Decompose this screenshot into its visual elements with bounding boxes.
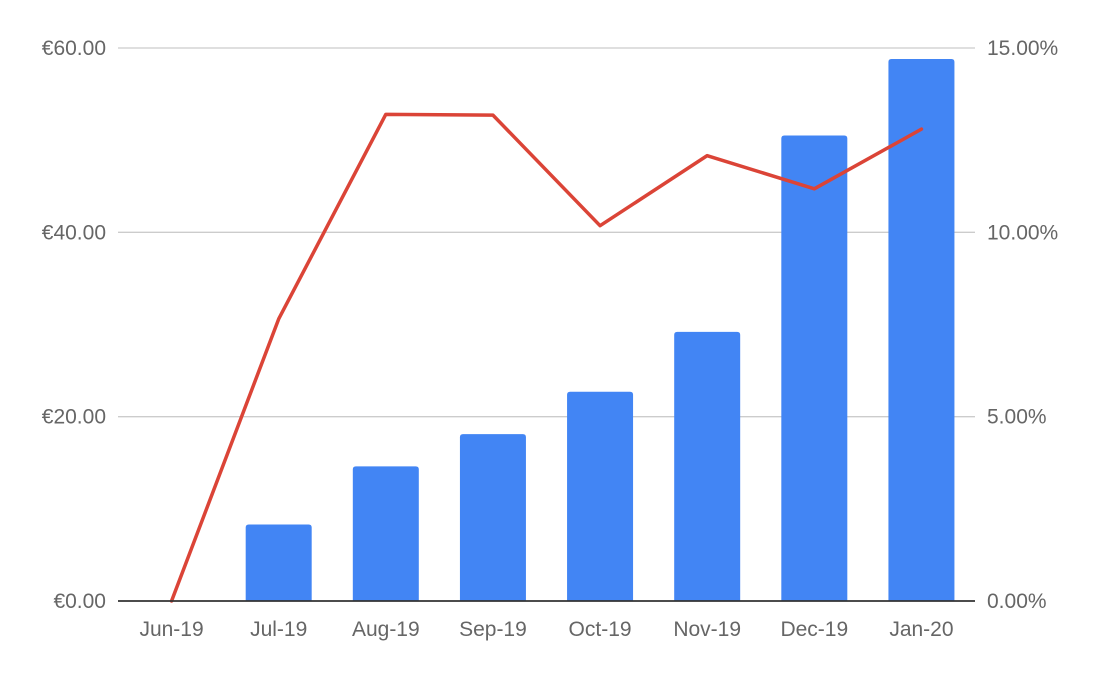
bar-dec-19 (781, 135, 848, 601)
right-axis-tick-label: 10.00% (987, 221, 1058, 244)
left-axis-tick-label: €40.00 (42, 221, 106, 244)
x-axis-tick-label: Jul-19 (250, 618, 307, 641)
bar-oct-19 (567, 391, 634, 601)
line-series (169, 112, 924, 603)
right-axis-tick-label: 15.00% (987, 37, 1058, 60)
bar-jul-19 (245, 524, 312, 601)
left-axis-tick-label: €60.00 (42, 37, 106, 60)
line-series-path (169, 112, 924, 603)
left-axis-tick-label: €0.00 (53, 590, 106, 613)
x-axis-tick-label: Oct-19 (569, 618, 632, 641)
x-axis-tick-label: Dec-19 (780, 618, 848, 641)
x-axis-tick-label: Jan-20 (889, 618, 953, 641)
x-axis-tick-label: Nov-19 (673, 618, 741, 641)
x-axis-tick-label: Jun-19 (139, 618, 203, 641)
x-axis-tick-label: Sep-19 (459, 618, 527, 641)
bar-aug-19 (352, 466, 419, 601)
x-axis-tick-label: Aug-19 (352, 618, 420, 641)
right-axis-tick-label: 0.00% (987, 590, 1047, 613)
bar-jan-20 (888, 59, 955, 602)
bar-series (245, 59, 955, 602)
left-axis-tick-label: €20.00 (42, 406, 106, 429)
bar-nov-19 (674, 331, 741, 601)
axes: €0.00 €20.00 €40.00 €60.00 0.00% 5.00% 10.00% 1… (42, 37, 1058, 641)
bar-sep-19 (459, 434, 526, 601)
right-axis-tick-label: 5.00% (987, 406, 1047, 429)
